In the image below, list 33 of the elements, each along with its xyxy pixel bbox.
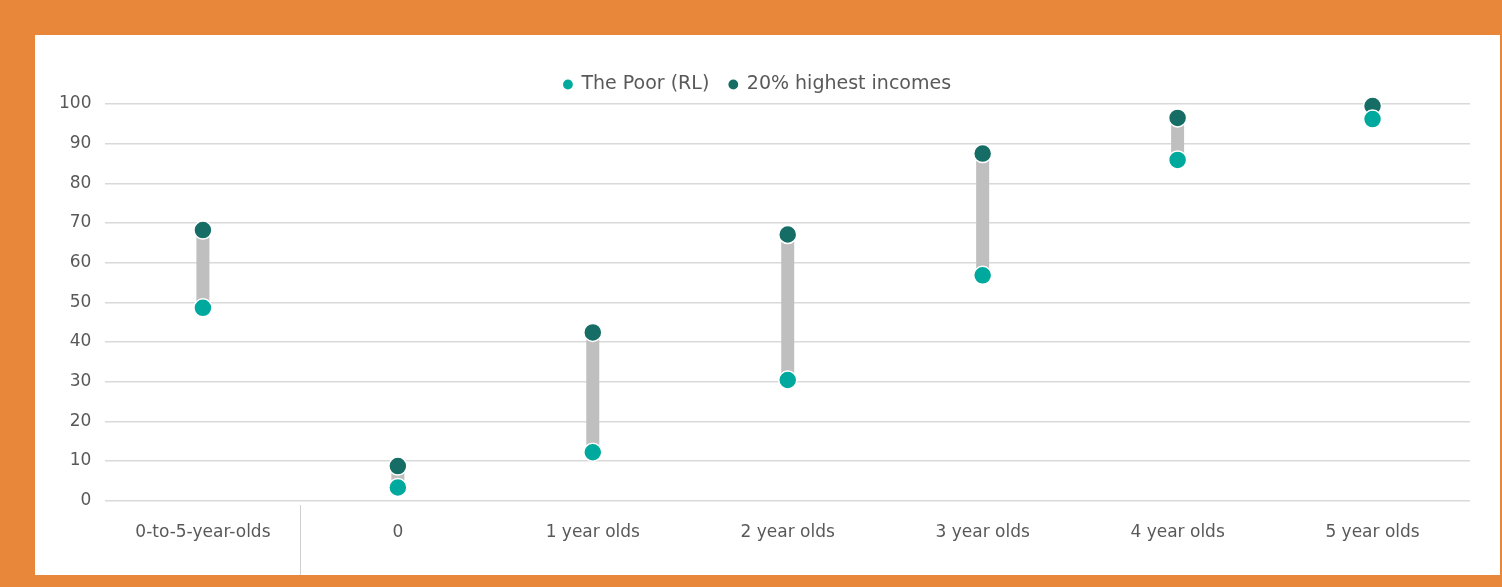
x-tick-label: 1 year olds bbox=[545, 521, 641, 542]
x-tick-label: 0 bbox=[392, 521, 404, 542]
point bbox=[193, 220, 213, 240]
y-tick-label: 20 bbox=[69, 409, 92, 430]
point bbox=[1362, 109, 1383, 129]
point bbox=[193, 298, 213, 318]
point bbox=[388, 477, 408, 498]
point bbox=[1167, 150, 1188, 170]
point bbox=[972, 143, 993, 164]
y-tick-label: 10 bbox=[69, 449, 92, 470]
y-tick-label: 80 bbox=[69, 171, 92, 192]
point bbox=[1167, 108, 1188, 128]
legend-label: 20% highest incomes bbox=[746, 71, 952, 94]
x-tick-label: 5 year olds bbox=[1325, 521, 1420, 542]
x-tick-label: 0-to-5-year-olds bbox=[135, 521, 271, 542]
y-tick-label: 50 bbox=[69, 290, 92, 311]
x-tick-label: 4 year olds bbox=[1130, 521, 1225, 542]
y-tick-label: 90 bbox=[69, 132, 92, 153]
y-tick-label: 70 bbox=[69, 211, 92, 232]
point bbox=[777, 224, 798, 245]
point bbox=[388, 456, 408, 476]
legend-label: The Poor (RL) bbox=[580, 71, 710, 94]
x-tick-label: 3 year olds bbox=[935, 521, 1030, 542]
y-tick-label: 30 bbox=[69, 370, 92, 391]
y-tick-label: 60 bbox=[69, 251, 92, 272]
point bbox=[583, 322, 603, 343]
y-tick-label: 100 bbox=[58, 92, 92, 113]
y-tick-label: 40 bbox=[69, 330, 92, 351]
point bbox=[972, 265, 993, 286]
point bbox=[583, 442, 603, 462]
x-tick-label: 2 year olds bbox=[740, 521, 836, 542]
point bbox=[777, 370, 798, 390]
y-tick-label: 0 bbox=[80, 489, 92, 510]
